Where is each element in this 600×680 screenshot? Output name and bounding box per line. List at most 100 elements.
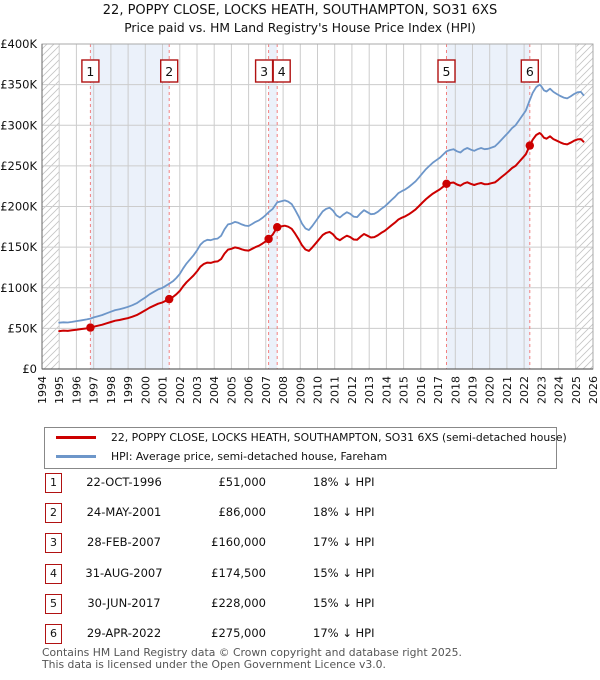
sale-number-box <box>272 59 291 83</box>
x-tick-label: 2009 <box>294 376 307 404</box>
sale-number-label: 1 <box>86 64 94 79</box>
sale-marker-dot <box>442 179 451 188</box>
sale-marker-dot <box>264 234 273 244</box>
sale-number-label: 4 <box>278 64 286 79</box>
price-paid-line-swatch <box>56 436 96 439</box>
x-tick-label: 1994 <box>36 376 49 404</box>
sale-vs-hpi: 17% ↓ HPI <box>313 535 375 550</box>
x-tick-label: 2020 <box>484 376 497 404</box>
table-row: 1 22-OCT-1996 £51,000 18% ↓ HPI <box>0 472 600 493</box>
sale-number-box <box>520 59 539 83</box>
y-tick-label: £150K <box>0 240 37 254</box>
table-row: 2 24-MAY-2001 £86,000 18% ↓ HPI <box>0 502 600 524</box>
hpi-line-swatch <box>56 455 96 458</box>
x-tick-label: 2011 <box>329 376 342 404</box>
x-tick-label: 1998 <box>105 376 118 404</box>
price-history-chart: £0 £50K £100K £150K £200K £250K £300K £350K £400… <box>0 37 600 404</box>
x-tick-label: 2018 <box>449 376 462 404</box>
sale-date: 24-MAY-2001 <box>86 505 162 520</box>
sale-date: 29-APR-2022 <box>86 626 162 640</box>
x-tick-label: 2022 <box>518 376 531 404</box>
y-tick-label: £100K <box>0 281 37 295</box>
y-tick-label: £0 <box>22 362 37 376</box>
page-title: 22, POPPY CLOSE, LOCKS HEATH, SOUTHAMPTO… <box>102 3 498 18</box>
y-tick-label: £200K <box>0 200 37 214</box>
sale-date: 22-OCT-1996 <box>86 475 162 489</box>
footer-line-1: Contains HM Land Registry data © Crown c… <box>42 646 462 659</box>
sale-number-box <box>81 59 100 83</box>
sale-number-badge: 6 <box>45 624 62 644</box>
sale-number-label: 6 <box>526 64 534 79</box>
sale-price: £160,000 <box>211 535 266 550</box>
table-row: 3 28-FEB-2007 £160,000 17% ↓ HPI <box>0 532 600 554</box>
sale-price: £51,000 <box>218 475 266 489</box>
sale-vs-hpi: 18% ↓ HPI <box>313 505 375 520</box>
sale-marker-dot <box>86 323 95 332</box>
x-tick-label: 2017 <box>432 376 445 404</box>
sale-vs-hpi: 15% ↓ HPI <box>313 565 375 580</box>
x-tick-label: 2023 <box>535 376 548 404</box>
sale-number-badge: 3 <box>45 533 62 554</box>
legend-item-price-paid: 22, POPPY CLOSE, LOCKS HEATH, SOUTHAMPTO… <box>45 428 567 447</box>
x-tick-label: 2005 <box>225 376 238 404</box>
legend-label: HPI: Average price, semi-detached house,… <box>111 450 388 463</box>
x-tick-label: 2024 <box>553 376 566 404</box>
footer-line-2: This data is licensed under the Open Gov… <box>42 657 386 671</box>
sale-number-label: 2 <box>165 64 173 79</box>
sale-number-label: 5 <box>443 64 451 79</box>
sale-price: £228,000 <box>211 595 266 610</box>
sale-date: 28-FEB-2007 <box>87 535 161 550</box>
x-tick-label: 1999 <box>122 376 135 404</box>
y-tick-label: £350K <box>0 78 37 92</box>
x-tick-label: 2016 <box>415 376 428 404</box>
sale-vs-hpi: 18% ↓ HPI <box>313 475 375 489</box>
x-tick-label: 2013 <box>363 376 376 404</box>
sale-number-label: 3 <box>260 64 268 79</box>
sale-price: £86,000 <box>218 505 266 520</box>
sale-number-badge: 1 <box>45 473 62 493</box>
x-tick-label: 2015 <box>398 376 411 404</box>
x-tick-label: 2025 <box>570 376 583 404</box>
x-tick-label: 2003 <box>191 376 204 404</box>
table-row: 4 31-AUG-2007 £174,500 15% ↓ HPI <box>0 563 600 584</box>
sale-marker-dot <box>525 141 534 150</box>
sale-vs-hpi: 17% ↓ HPI <box>313 626 375 640</box>
sale-number-box <box>159 59 179 83</box>
table-row: 6 29-APR-2022 £275,000 17% ↓ HPI <box>0 623 600 644</box>
x-tick-label: 2000 <box>139 376 152 404</box>
x-tick-label: 2019 <box>467 376 480 404</box>
x-tick-label: 2014 <box>380 376 393 404</box>
sale-marker-dot <box>165 294 174 304</box>
table-row: 5 30-JUN-2017 £228,000 15% ↓ HPI <box>0 593 600 614</box>
hpi-line <box>58 83 585 324</box>
price-paid-line <box>58 132 585 333</box>
x-tick-label: 1996 <box>70 376 83 404</box>
sale-date: 30-JUN-2017 <box>87 595 161 610</box>
x-tick-label: 2021 <box>501 376 514 404</box>
legend-item-hpi: HPI: Average price, semi-detached house,… <box>45 447 556 466</box>
sale-number-badge: 2 <box>45 503 62 524</box>
sale-marker-dot <box>273 223 282 232</box>
x-tick-label: 2008 <box>277 376 290 404</box>
x-tick-label: 2010 <box>312 376 325 404</box>
y-tick-label: £250K <box>0 159 37 173</box>
sale-number-box <box>437 59 456 83</box>
x-tick-label: 2002 <box>174 376 187 404</box>
sale-number-badge: 4 <box>45 563 62 584</box>
x-tick-label: 1995 <box>53 376 66 404</box>
x-tick-label: 2007 <box>260 376 273 404</box>
legend: 22, POPPY CLOSE, LOCKS HEATH, SOUTHAMPTO… <box>44 427 567 469</box>
x-tick-label: 2001 <box>157 376 170 404</box>
sale-date: 31-AUG-2007 <box>85 565 163 580</box>
x-tick-label: 1997 <box>88 376 101 404</box>
y-tick-label: £50K <box>8 321 38 335</box>
x-tick-label: 2006 <box>243 376 256 404</box>
x-tick-label: 2026 <box>587 376 600 404</box>
page-subtitle: Price paid vs. HM Land Registry's House … <box>124 21 476 35</box>
y-tick-label: £300K <box>0 118 37 132</box>
sale-vs-hpi: 15% ↓ HPI <box>313 595 375 610</box>
sale-number-badge: 5 <box>45 593 62 614</box>
sale-price: £174,500 <box>211 565 266 580</box>
x-tick-label: 2012 <box>346 376 359 404</box>
